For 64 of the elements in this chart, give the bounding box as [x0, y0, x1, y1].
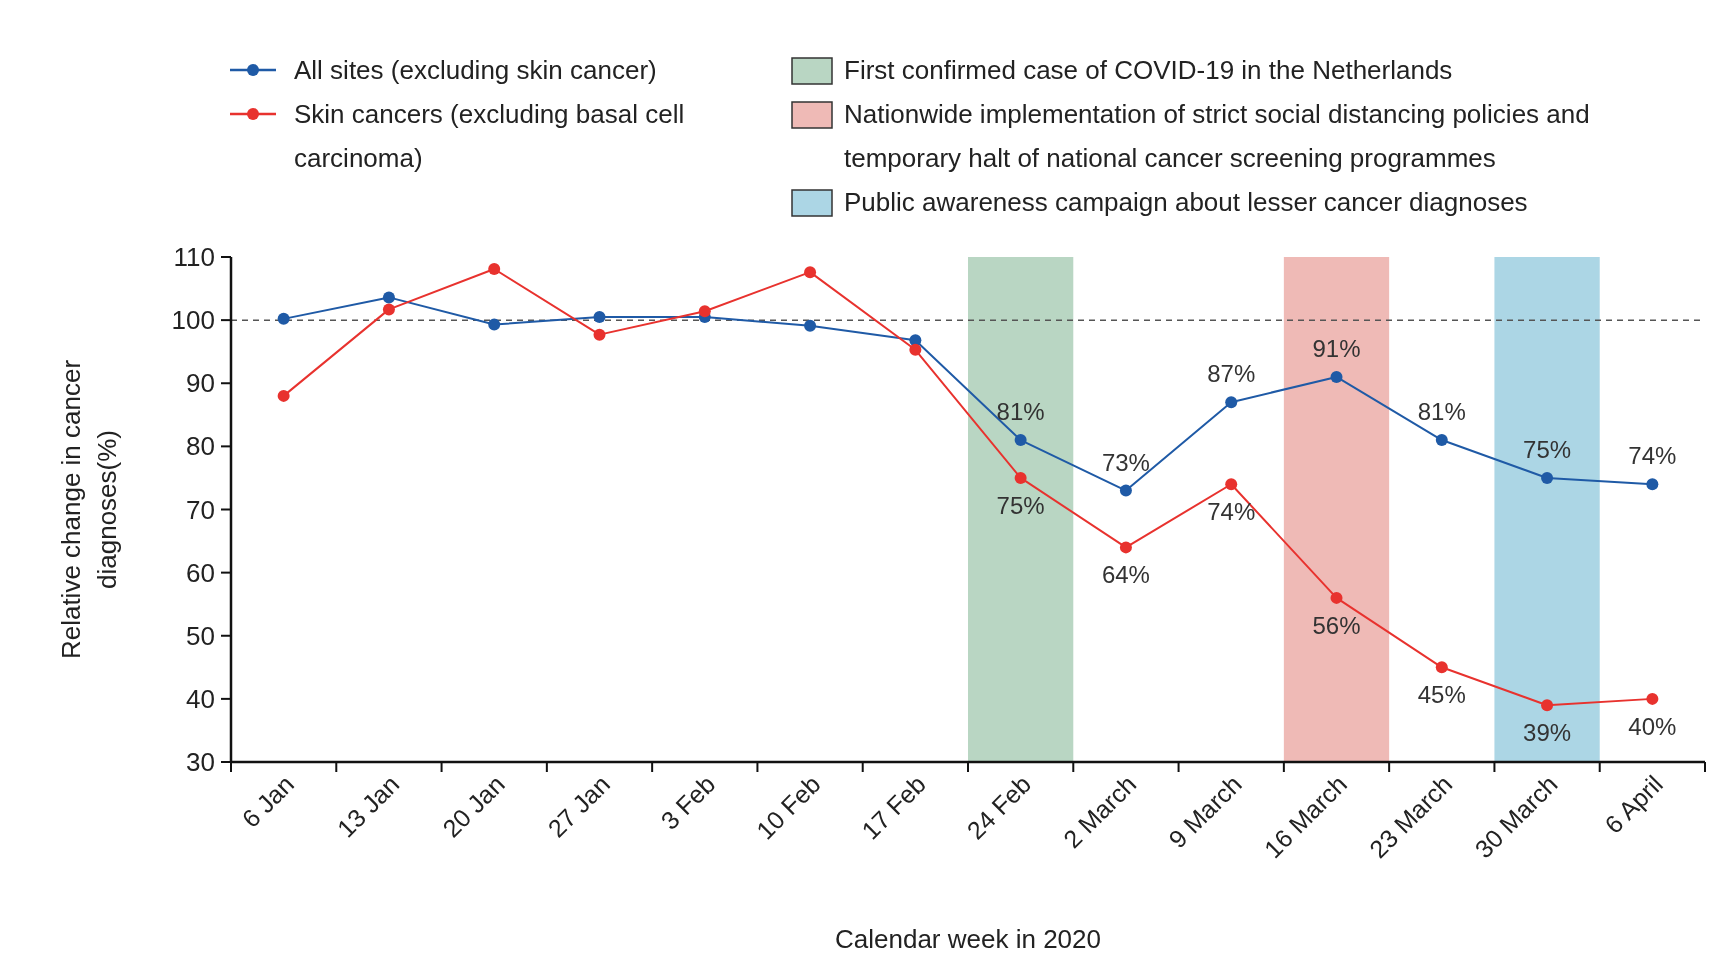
data-label: 39%: [1523, 719, 1572, 747]
point: [1119, 484, 1132, 497]
point: [593, 310, 606, 323]
data-label: 75%: [996, 491, 1045, 519]
point: [1225, 396, 1238, 409]
x-tick-label: 10 Feb: [750, 769, 826, 845]
y-axis-title: Relative change in cancer diagnoses(%): [56, 359, 122, 660]
y-tick-label: 90: [186, 368, 215, 399]
legend-label: Nationwide implementation of strict social distancing policies and temporary halt of national cancer screening programmes: [844, 99, 1590, 173]
point: [382, 303, 395, 316]
x-tick-label: 17 Feb: [856, 769, 931, 845]
data-label: 74%: [1628, 442, 1677, 470]
point: [1435, 661, 1448, 674]
data-label: 81%: [1417, 398, 1466, 426]
point: [277, 312, 290, 325]
data-label: 73%: [1101, 448, 1150, 476]
data-label: 40%: [1628, 712, 1677, 740]
point: [1119, 541, 1132, 554]
data-label: 91%: [1312, 334, 1361, 362]
y-tick-label: 70: [186, 494, 215, 525]
point: [804, 319, 817, 332]
data-label: 56%: [1312, 611, 1361, 639]
x-tick-label: 27 Jan: [542, 769, 616, 843]
x-tick-label: 24 Feb: [961, 769, 1037, 845]
legend-label: First confirmed case of COVID-19 in the Netherlands: [844, 55, 1453, 85]
x-tick-label: 3 Feb: [655, 769, 721, 835]
point: [1014, 471, 1027, 484]
y-tick-label: 100: [171, 305, 215, 336]
point: [1014, 434, 1027, 447]
point: [1646, 478, 1659, 491]
point: [488, 318, 501, 331]
y-tick-label: 60: [186, 557, 215, 588]
data-label: 74%: [1207, 498, 1256, 526]
data-label: 87%: [1207, 360, 1256, 388]
y-tick-label: 80: [186, 431, 215, 462]
point: [1541, 699, 1554, 712]
y-tick-label: 40: [186, 683, 215, 714]
point: [1646, 692, 1659, 705]
y-tick-label: 110: [173, 242, 215, 272]
point: [382, 291, 395, 304]
point: [698, 305, 711, 318]
y-tick-label: 30: [186, 747, 215, 777]
y-tick-label: 50: [186, 620, 215, 651]
point: [1541, 471, 1554, 484]
legend-label: Public awareness campaign about lesser cancer diagnoses: [844, 187, 1528, 217]
point: [1330, 591, 1343, 604]
data-label: 64%: [1101, 561, 1150, 589]
point: [1225, 478, 1238, 491]
data-label: 45%: [1417, 681, 1466, 709]
data-label: 75%: [1523, 435, 1572, 463]
point: [804, 266, 817, 279]
x-tick-label: 20 Jan: [436, 769, 510, 843]
legend-label: All sites (excluding skin cancer): [294, 55, 657, 85]
point: [593, 328, 606, 341]
point: [488, 262, 501, 275]
point: [1435, 434, 1448, 447]
x-tick-label: 6 Jan: [236, 769, 300, 833]
point: [1330, 370, 1343, 383]
point: [277, 389, 290, 402]
x-axis-title: Calendar week in 2020: [835, 924, 1101, 954]
x-tick-label: 13 Jan: [331, 769, 405, 843]
point: [909, 343, 922, 356]
data-label: 81%: [996, 398, 1045, 426]
legend-label: Skin cancers (excluding basal cell carcinoma): [294, 99, 685, 173]
